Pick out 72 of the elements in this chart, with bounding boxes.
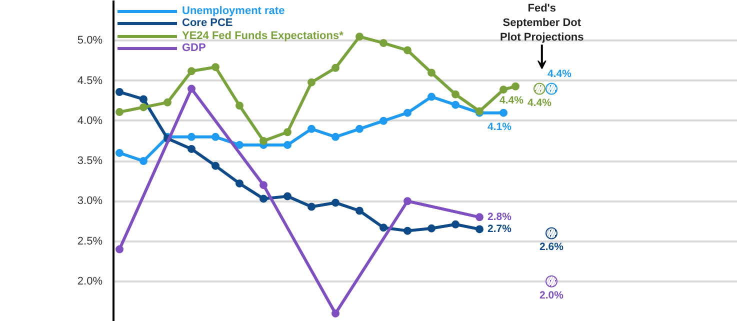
y-tick-label: 2.5% bbox=[77, 235, 103, 248]
point bbox=[308, 202, 316, 211]
point bbox=[236, 179, 244, 188]
point bbox=[380, 39, 388, 48]
point bbox=[512, 82, 520, 90]
point bbox=[404, 46, 412, 54]
point bbox=[116, 148, 124, 157]
data-label: 2.8% bbox=[488, 211, 512, 224]
point bbox=[284, 140, 292, 149]
point bbox=[116, 88, 124, 96]
data-label: 2.6% bbox=[540, 241, 564, 254]
point bbox=[452, 220, 460, 228]
point bbox=[476, 213, 484, 222]
point bbox=[404, 226, 412, 235]
data-label: 4.4% bbox=[528, 96, 552, 109]
point bbox=[452, 90, 460, 98]
point bbox=[212, 63, 220, 72]
point bbox=[260, 181, 268, 190]
point bbox=[356, 124, 364, 133]
y-tick-label: 4.5% bbox=[77, 74, 103, 87]
point bbox=[308, 124, 316, 133]
point bbox=[452, 100, 460, 109]
y-tick-label: 3.5% bbox=[77, 155, 103, 167]
annotation: Fed's September Dot Plot Projections bbox=[500, 2, 584, 44]
y-tick-label: 5.0% bbox=[77, 34, 103, 47]
point bbox=[260, 194, 268, 203]
point bbox=[116, 245, 124, 254]
data-label: 4.1% bbox=[488, 120, 512, 133]
point bbox=[140, 95, 148, 104]
data-label: 4.4% bbox=[548, 68, 572, 80]
point bbox=[332, 309, 340, 318]
point bbox=[308, 78, 316, 86]
text: Core PCE bbox=[182, 17, 233, 29]
data-label: 2.7% bbox=[488, 223, 512, 236]
point bbox=[356, 32, 364, 41]
y-tick-label: 3.0% bbox=[77, 195, 103, 208]
point bbox=[404, 108, 412, 117]
point bbox=[236, 102, 244, 110]
point bbox=[332, 64, 340, 72]
point bbox=[188, 144, 196, 153]
point bbox=[140, 103, 148, 112]
point bbox=[356, 206, 364, 215]
point bbox=[428, 224, 436, 232]
point bbox=[212, 132, 220, 141]
point bbox=[140, 157, 148, 165]
point bbox=[332, 132, 340, 141]
point bbox=[428, 92, 436, 101]
point bbox=[236, 140, 244, 149]
series-label: YE24 Fed Funds Expectations* bbox=[182, 30, 344, 42]
point bbox=[284, 128, 292, 136]
point bbox=[188, 67, 196, 76]
point bbox=[332, 198, 340, 207]
point bbox=[380, 224, 388, 232]
point bbox=[476, 225, 484, 234]
point bbox=[380, 116, 388, 125]
data-label: 2.0% bbox=[540, 289, 564, 302]
point bbox=[188, 84, 196, 93]
point bbox=[212, 162, 220, 170]
y-tick-label: 4.0% bbox=[77, 114, 103, 127]
point bbox=[164, 98, 172, 106]
y-tick-label: 2.0% bbox=[77, 275, 103, 288]
point bbox=[500, 108, 508, 117]
point bbox=[284, 192, 292, 200]
data-label: 4.4% bbox=[500, 94, 524, 106]
point bbox=[260, 136, 268, 145]
point bbox=[428, 68, 436, 77]
point bbox=[404, 197, 412, 206]
text: GDP bbox=[182, 42, 206, 54]
point bbox=[500, 86, 508, 94]
text: Unemployment rate bbox=[182, 4, 285, 16]
point bbox=[116, 108, 124, 116]
point bbox=[188, 132, 196, 141]
